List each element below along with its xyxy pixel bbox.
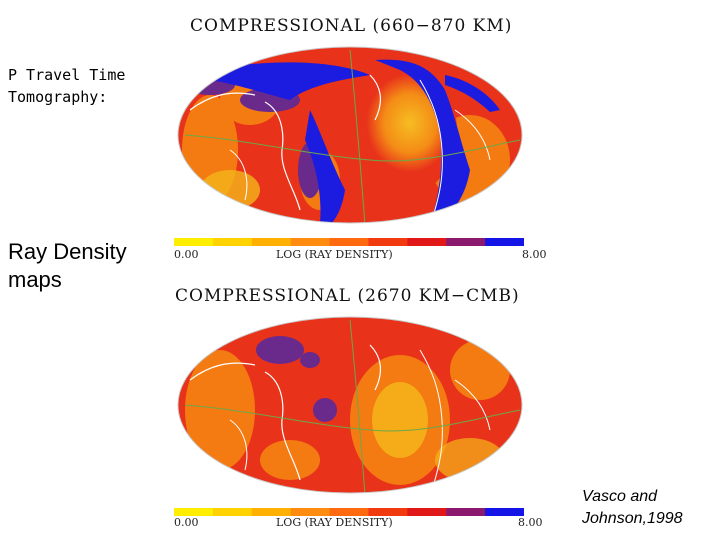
colorbar-axis-label-lower: LOG (RAY DENSITY) — [276, 516, 393, 529]
colorbar-segment — [251, 238, 292, 246]
colorbar-max-label-lower: 8.00 — [518, 516, 543, 529]
colorbar-segment — [212, 508, 253, 516]
colorbar-min-label-lower: 0.00 — [174, 516, 199, 529]
colorbar-max-label-upper: 8.00 — [522, 248, 547, 261]
colorbar-segment — [446, 508, 486, 516]
colorbar-upper — [174, 238, 524, 246]
colorbar-min-label-upper: 0.00 — [174, 248, 199, 261]
colorbar-segment — [368, 238, 408, 246]
colorbar-lower — [174, 508, 524, 516]
colorbar-segment — [446, 238, 486, 246]
method-title: P Travel Time Tomography: — [8, 66, 126, 106]
colorbar-segment — [329, 238, 369, 246]
colorbar-segment — [174, 238, 214, 246]
colorbar-segment — [212, 238, 253, 246]
panel-title-lower: COMPRESSIONAL (2670 KM−CMB) — [175, 286, 520, 306]
colorbar-axis-label-upper: LOG (RAY DENSITY) — [276, 248, 393, 261]
ray-density-map-upper — [177, 46, 523, 224]
colorbar-segment — [407, 238, 447, 246]
colorbar-segment — [485, 238, 524, 246]
colorbar-segment — [329, 508, 369, 516]
citation: Vasco and Johnson,1998 — [582, 488, 683, 527]
colorbar-segment — [368, 508, 408, 516]
panel-title-upper: COMPRESSIONAL (660−870 KM) — [190, 16, 513, 36]
ray-density-map-lower — [177, 316, 523, 494]
colorbar-segment — [251, 508, 292, 516]
colorbar-segment — [290, 238, 331, 246]
colorbar-segment — [290, 508, 331, 516]
colorbar-segment — [485, 508, 524, 516]
colorbar-segment — [407, 508, 447, 516]
figure-caption: Ray Density maps — [8, 239, 127, 292]
colorbar-segment — [174, 508, 214, 516]
